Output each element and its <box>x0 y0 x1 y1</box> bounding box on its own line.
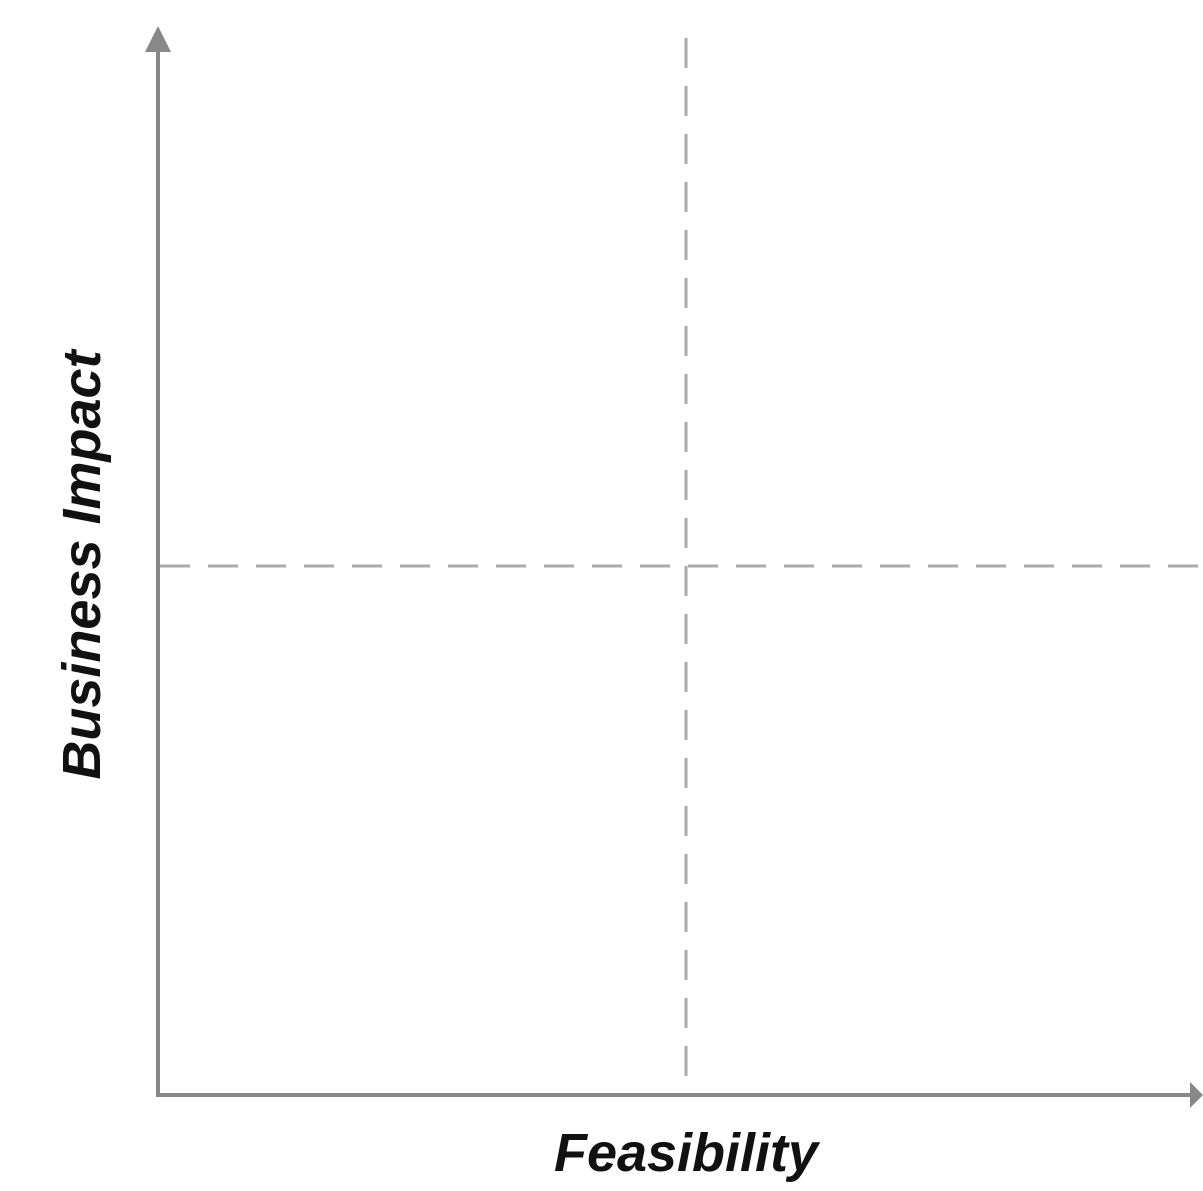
x-axis-label: Feasibility <box>553 1123 819 1183</box>
y-axis-label: Business Impact <box>52 350 112 780</box>
y-axis-arrowhead <box>145 26 171 52</box>
x-axis-arrowhead <box>1190 1082 1203 1108</box>
